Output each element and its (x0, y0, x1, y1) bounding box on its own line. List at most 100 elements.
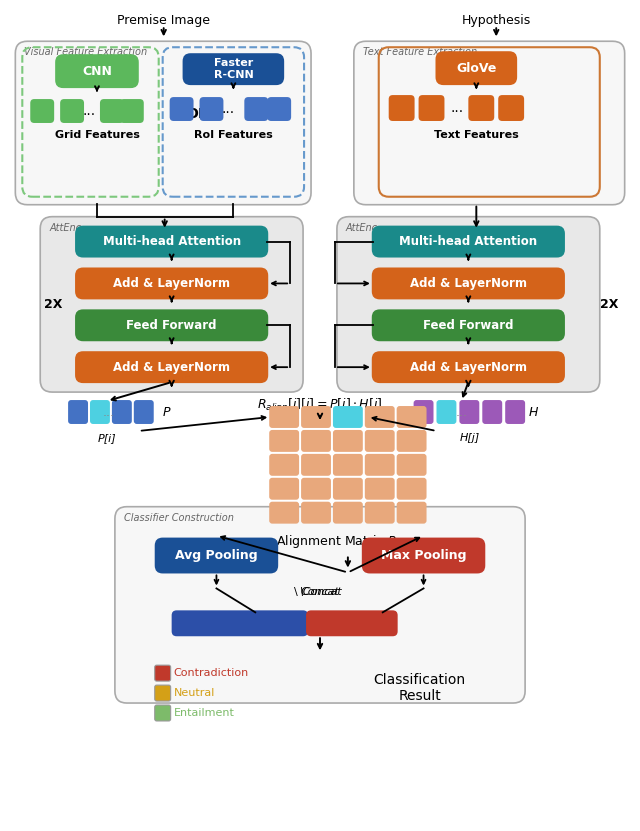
Text: Hypothesis: Hypothesis (461, 14, 531, 27)
Text: Add & LayerNorm: Add & LayerNorm (113, 361, 230, 374)
Text: 2X: 2X (600, 297, 618, 311)
FancyBboxPatch shape (155, 685, 171, 701)
FancyBboxPatch shape (112, 400, 132, 424)
FancyBboxPatch shape (301, 478, 331, 499)
FancyBboxPatch shape (172, 610, 308, 637)
Text: 2X: 2X (44, 297, 62, 311)
FancyBboxPatch shape (155, 705, 171, 721)
Text: Add & LayerNorm: Add & LayerNorm (410, 277, 527, 290)
Text: ...: ... (456, 406, 467, 419)
FancyBboxPatch shape (372, 309, 565, 342)
FancyBboxPatch shape (354, 42, 625, 204)
FancyBboxPatch shape (505, 400, 525, 424)
FancyBboxPatch shape (244, 97, 268, 121)
Text: P: P (163, 406, 170, 419)
FancyBboxPatch shape (333, 406, 363, 428)
Text: P[i]: P[i] (98, 433, 116, 443)
Text: Neutral: Neutral (173, 688, 215, 698)
FancyBboxPatch shape (397, 502, 426, 524)
Text: ...: ... (222, 102, 235, 116)
FancyBboxPatch shape (269, 406, 299, 428)
Text: Multi-head Attention: Multi-head Attention (399, 235, 538, 248)
FancyBboxPatch shape (498, 95, 524, 121)
Text: Faster
R-CNN: Faster R-CNN (214, 58, 253, 80)
Text: Contradiction: Contradiction (173, 668, 249, 678)
Text: ...: ... (83, 104, 95, 118)
Text: Classification
Result: Classification Result (374, 673, 466, 703)
FancyBboxPatch shape (200, 97, 223, 121)
FancyBboxPatch shape (435, 52, 517, 85)
FancyBboxPatch shape (15, 42, 311, 204)
FancyBboxPatch shape (268, 97, 291, 121)
Text: Max Pooling: Max Pooling (381, 549, 467, 562)
FancyBboxPatch shape (365, 478, 395, 499)
FancyBboxPatch shape (155, 538, 278, 573)
FancyBboxPatch shape (100, 99, 124, 123)
Text: Text Features: Text Features (434, 130, 518, 140)
FancyBboxPatch shape (301, 430, 331, 452)
FancyBboxPatch shape (333, 478, 363, 499)
FancyBboxPatch shape (301, 502, 331, 524)
FancyBboxPatch shape (301, 406, 331, 428)
FancyBboxPatch shape (90, 400, 110, 424)
FancyBboxPatch shape (269, 430, 299, 452)
Text: Multi-head Attention: Multi-head Attention (102, 235, 241, 248)
FancyBboxPatch shape (365, 406, 395, 428)
FancyBboxPatch shape (388, 95, 415, 121)
Text: Entailment: Entailment (173, 708, 234, 718)
FancyBboxPatch shape (362, 538, 485, 573)
FancyBboxPatch shape (301, 454, 331, 476)
Text: ...: ... (103, 406, 115, 419)
FancyBboxPatch shape (75, 309, 268, 342)
FancyBboxPatch shape (75, 268, 268, 299)
FancyBboxPatch shape (372, 226, 565, 258)
FancyBboxPatch shape (333, 430, 363, 452)
FancyBboxPatch shape (337, 217, 600, 392)
Text: CNN: CNN (82, 65, 112, 77)
Text: Avg Pooling: Avg Pooling (175, 549, 258, 562)
FancyBboxPatch shape (306, 610, 397, 637)
Text: Concat: Concat (301, 588, 339, 597)
FancyBboxPatch shape (68, 400, 88, 424)
Text: \Concat: \Concat (299, 588, 341, 597)
Text: $R_{align}[i][j]=P[i]\cdot H[j]$: $R_{align}[i][j]=P[i]\cdot H[j]$ (257, 397, 383, 415)
FancyBboxPatch shape (75, 226, 268, 258)
FancyBboxPatch shape (483, 400, 502, 424)
FancyBboxPatch shape (30, 99, 54, 123)
Text: GloVe: GloVe (456, 61, 497, 75)
FancyBboxPatch shape (397, 406, 426, 428)
Text: \: \ (294, 588, 298, 597)
FancyBboxPatch shape (333, 502, 363, 524)
FancyBboxPatch shape (269, 502, 299, 524)
FancyBboxPatch shape (365, 502, 395, 524)
FancyBboxPatch shape (60, 99, 84, 123)
FancyBboxPatch shape (365, 454, 395, 476)
FancyBboxPatch shape (365, 430, 395, 452)
Text: Text Feature Extraction: Text Feature Extraction (363, 47, 477, 57)
Text: Add & LayerNorm: Add & LayerNorm (113, 277, 230, 290)
FancyBboxPatch shape (397, 454, 426, 476)
FancyBboxPatch shape (170, 97, 193, 121)
FancyBboxPatch shape (269, 454, 299, 476)
FancyBboxPatch shape (40, 217, 303, 392)
FancyBboxPatch shape (436, 400, 456, 424)
Text: H[j]: H[j] (460, 433, 479, 443)
Text: Feed Forward: Feed Forward (126, 319, 217, 332)
FancyBboxPatch shape (372, 352, 565, 383)
Text: Grid Features: Grid Features (54, 130, 140, 140)
Text: H: H (529, 406, 538, 419)
Text: ...: ... (451, 101, 464, 115)
Text: Premise Image: Premise Image (117, 14, 210, 27)
Text: AttEnc: AttEnc (49, 223, 81, 233)
FancyBboxPatch shape (155, 665, 171, 681)
FancyBboxPatch shape (419, 95, 444, 121)
Text: Alignment Matrix $R_{align}$: Alignment Matrix $R_{align}$ (276, 534, 419, 552)
FancyBboxPatch shape (120, 99, 144, 123)
Text: RoI Features: RoI Features (194, 130, 273, 140)
FancyBboxPatch shape (75, 352, 268, 383)
FancyBboxPatch shape (269, 478, 299, 499)
FancyBboxPatch shape (333, 454, 363, 476)
Text: Add & LayerNorm: Add & LayerNorm (410, 361, 527, 374)
Text: Visual Feature Extraction: Visual Feature Extraction (24, 47, 147, 57)
FancyBboxPatch shape (134, 400, 154, 424)
